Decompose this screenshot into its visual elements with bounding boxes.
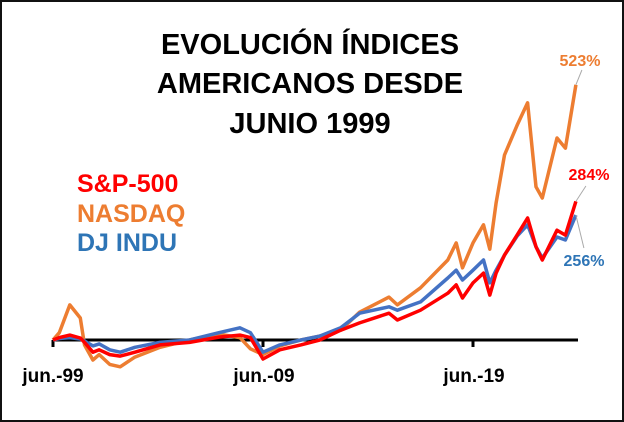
x-tick-label-2: jun.-19 — [442, 366, 504, 387]
chart-title-line-1: EVOLUCIÓN ÍNDICES — [161, 27, 459, 61]
end-label-nasdaq: 523% — [560, 53, 601, 70]
chart-title-line-3: JUNIO 1999 — [229, 108, 390, 140]
leader-line-dj-indu — [575, 214, 585, 249]
x-tick-label-1: jun.-09 — [232, 366, 294, 387]
legend-sp500: S&P-500 — [77, 170, 178, 198]
leader-line-sp500 — [575, 185, 587, 202]
end-label-sp500: 284% — [569, 167, 610, 184]
chart-title-line-2: AMERICANOS DESDE — [157, 68, 463, 100]
series-line-s-p-500 — [52, 200, 578, 361]
legend-nasdaq: NASDAQ — [77, 200, 185, 228]
legend-dj-indu: DJ INDU — [77, 229, 177, 257]
x-tick-label-0: jun.-99 — [21, 366, 83, 387]
leader-line-nasdaq — [575, 69, 583, 85]
end-label-dj-indu: 256% — [564, 253, 605, 270]
